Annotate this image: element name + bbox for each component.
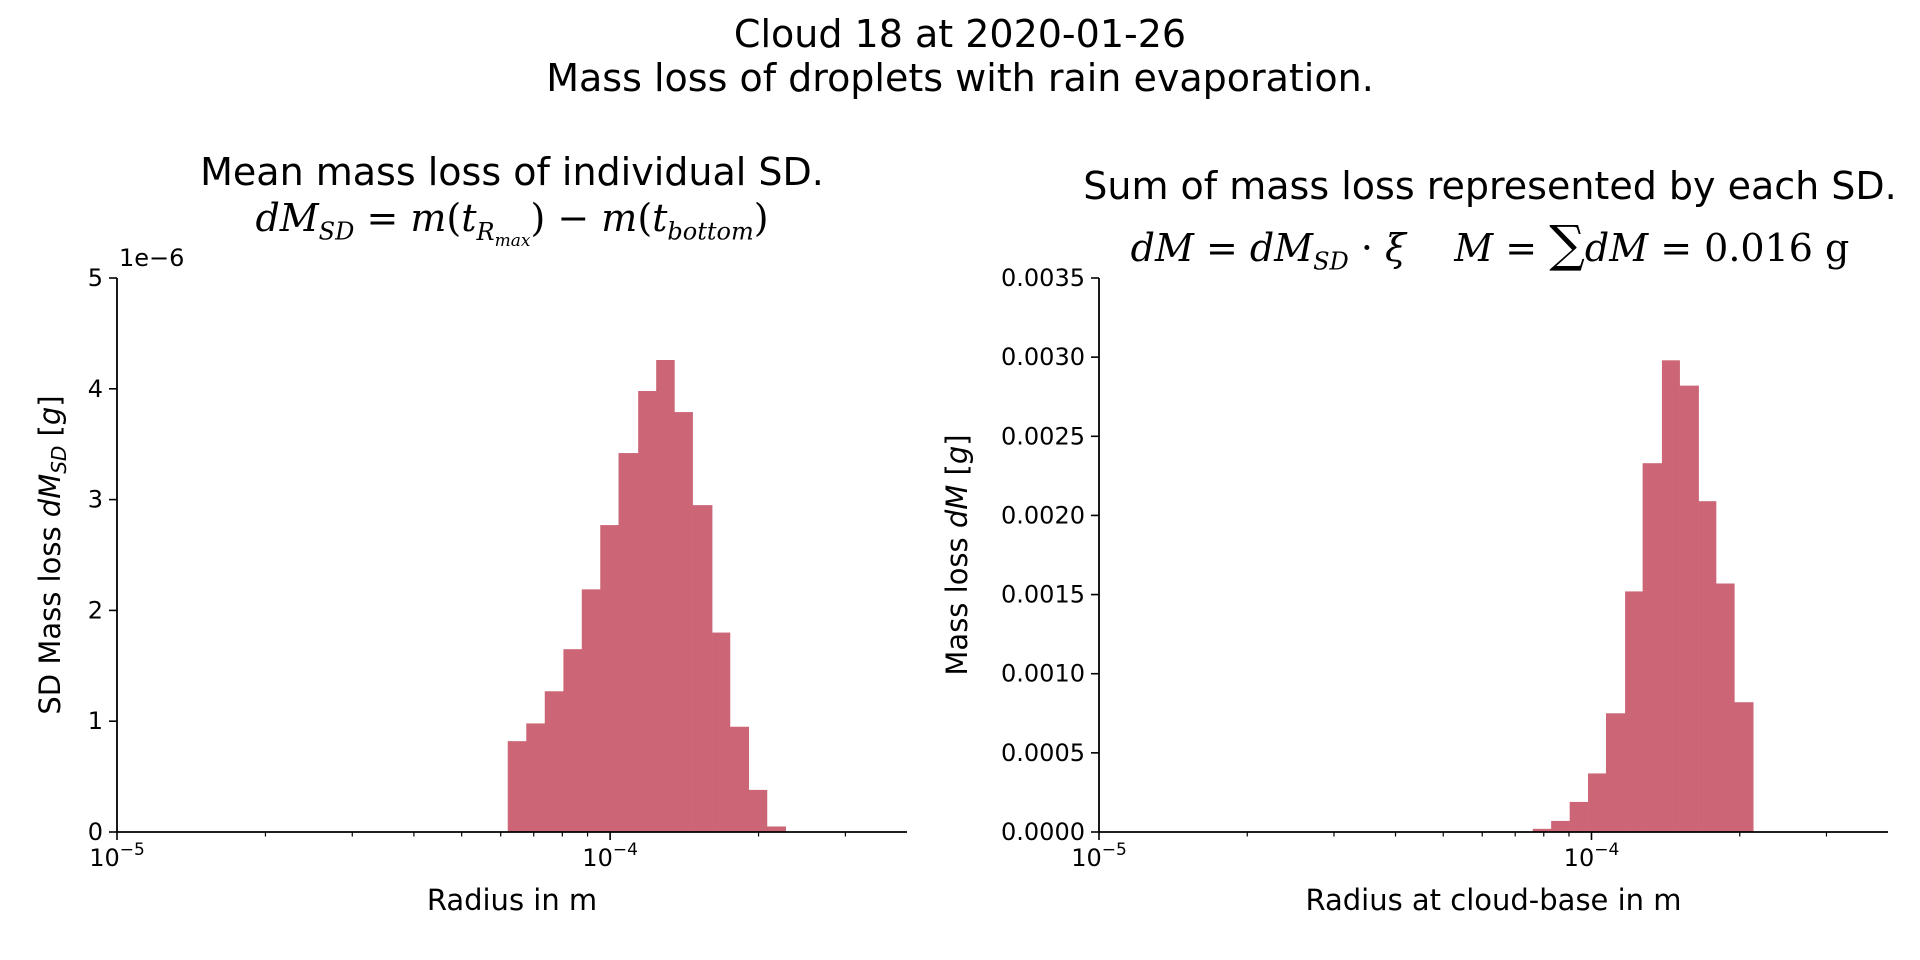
right-bar xyxy=(1569,801,1589,832)
left-x-tick-label: 10−5 xyxy=(89,840,145,872)
left-y-tick-label: 4 xyxy=(88,375,103,403)
right-y-tick-label: 0.0030 xyxy=(1001,343,1085,371)
left-bar xyxy=(618,453,639,832)
left-bar xyxy=(526,723,546,832)
right-bar xyxy=(1661,360,1680,832)
right-x-axis-label: Radius at cloud-base in m xyxy=(1305,883,1681,917)
left-bar xyxy=(656,359,675,832)
left-bar xyxy=(729,726,749,832)
left-bar xyxy=(600,525,619,832)
right-y-axis-label: Mass loss dM [g] xyxy=(940,434,974,675)
left-y-tick-label: 1 xyxy=(88,707,103,735)
right-bar xyxy=(1532,828,1552,832)
right-y-tick-label: 0.0020 xyxy=(1001,501,1085,529)
left-bar xyxy=(581,589,601,832)
right-panel-formula: dM = dMSD · ξ M = ∑dM = 0.016 g xyxy=(1130,215,1850,276)
right-bar xyxy=(1588,773,1607,832)
left-bar xyxy=(507,741,527,832)
left-panel-title: Mean mass loss of individual SD. xyxy=(200,150,824,194)
left-y-tick-label: 2 xyxy=(88,596,103,624)
right-bar xyxy=(1642,463,1663,832)
left-x-tick-label: 10−4 xyxy=(582,840,638,872)
left-y-axis-label: SD Mass loss dMSD [g] xyxy=(33,395,71,714)
right-histogram-panel: 0.0000 0.0005 0.0010 0.0015 0.0020 0.0025 0.00… xyxy=(940,264,1888,917)
left-bar xyxy=(544,691,564,832)
right-bar xyxy=(1551,820,1570,832)
left-bar xyxy=(674,412,693,832)
right-y-tick-label: 0.0000 xyxy=(1001,818,1085,846)
right-bar xyxy=(1625,591,1643,832)
left-histogram-panel: 0 1 2 3 4 5 10−5 10−4 1e−6 Radius in m SD Mass los… xyxy=(33,244,907,917)
left-bar xyxy=(563,649,583,832)
left-x-axis-label: Radius in m xyxy=(427,883,597,917)
right-y-tick-label: 0.0015 xyxy=(1001,581,1085,609)
right-bar xyxy=(1716,583,1735,832)
left-bar xyxy=(766,826,786,832)
right-y-tick-label: 0.0035 xyxy=(1001,264,1085,292)
left-y-tick-label: 0 xyxy=(88,818,103,846)
left-bar xyxy=(638,391,657,832)
left-y-tick-label: 3 xyxy=(88,486,103,514)
right-bar xyxy=(1679,385,1699,832)
figure-subtitle: Mass loss of droplets with rain evaporat… xyxy=(546,56,1374,100)
figure-title: Cloud 18 at 2020-01-26 xyxy=(733,12,1187,56)
left-bar xyxy=(748,789,768,832)
right-bar xyxy=(1605,713,1626,832)
right-panel-title: Sum of mass loss represented by each SD. xyxy=(1083,164,1897,208)
left-y-offset-text: 1e−6 xyxy=(119,244,184,272)
right-bar xyxy=(1734,702,1754,832)
left-panel-formula: dMSD = m(tRmax) − m(tbottom) xyxy=(255,196,769,251)
right-x-tick-label: 10−5 xyxy=(1071,840,1127,872)
left-y-tick-label: 5 xyxy=(88,264,103,292)
left-bar xyxy=(692,505,713,832)
left-bar xyxy=(712,632,731,832)
right-bar xyxy=(1698,501,1717,832)
right-x-tick-label: 10−4 xyxy=(1564,840,1620,872)
right-y-tick-label: 0.0025 xyxy=(1001,422,1085,450)
right-y-tick-label: 0.0010 xyxy=(1001,660,1085,688)
right-y-tick-label: 0.0005 xyxy=(1001,739,1085,767)
